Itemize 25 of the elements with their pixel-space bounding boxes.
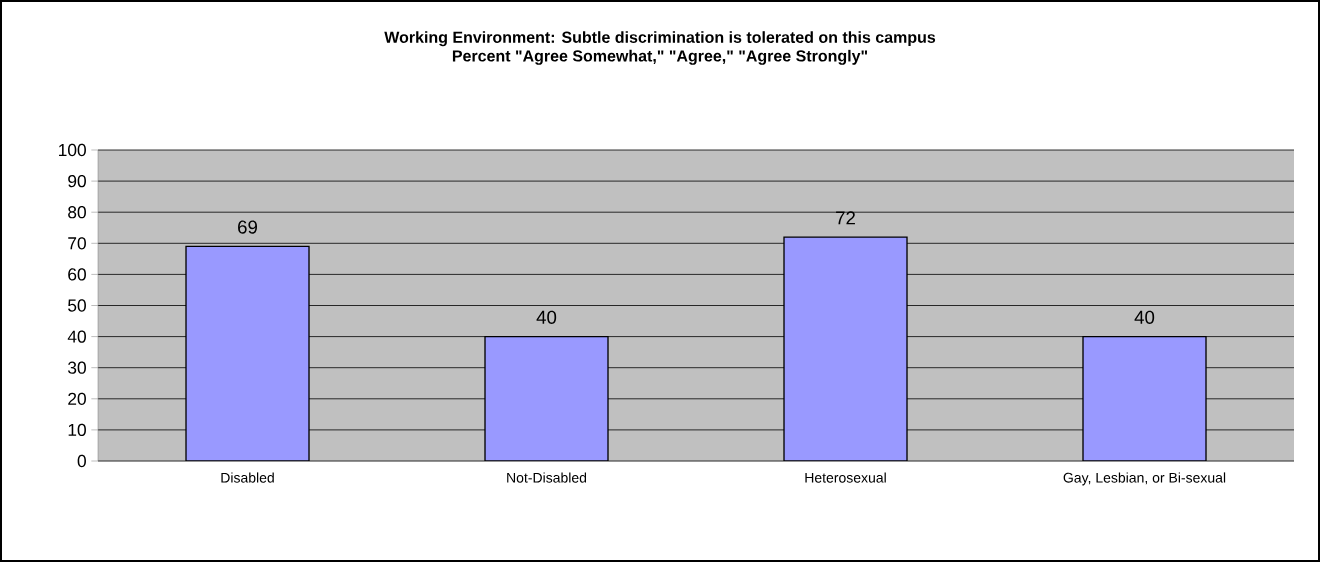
y-tick-label: 50 [68,299,86,312]
y-tick-label: 10 [68,423,86,437]
x-tick-label: Heterosexual [805,472,886,483]
data-label: 69 [238,220,257,234]
bar [484,335,609,461]
data-label: 40 [536,310,557,324]
chart-title: Working Environment: Subtle discrimination is tolerated on this campus [384,31,936,47]
chart-subtitle: Percent "Agree Somewhat," "Agree," "Agree Strongly" [452,49,868,65]
y-tick-label: 100 [59,143,86,157]
y-tick-label: 40 [67,330,86,343]
y-tick-label: 80 [68,206,86,219]
y-tick-label: 0 [77,454,86,468]
x-tick-label: Not-Disabled [507,472,587,483]
y-tick-label: 20 [68,392,86,405]
y-tick-label: 70 [68,237,86,250]
bar [1082,335,1207,461]
bar [783,236,908,461]
x-tick-label: Gay, Lesbian, or Bi-sexual [1063,472,1226,486]
y-tick-label: 30 [68,361,86,374]
data-label: 40 [1134,310,1155,324]
y-tick-label: 90 [68,174,86,188]
data-label: 72 [836,211,855,225]
x-tick-label: Disabled [221,472,274,483]
bar [185,245,310,461]
y-tick-label: 60 [68,268,86,281]
